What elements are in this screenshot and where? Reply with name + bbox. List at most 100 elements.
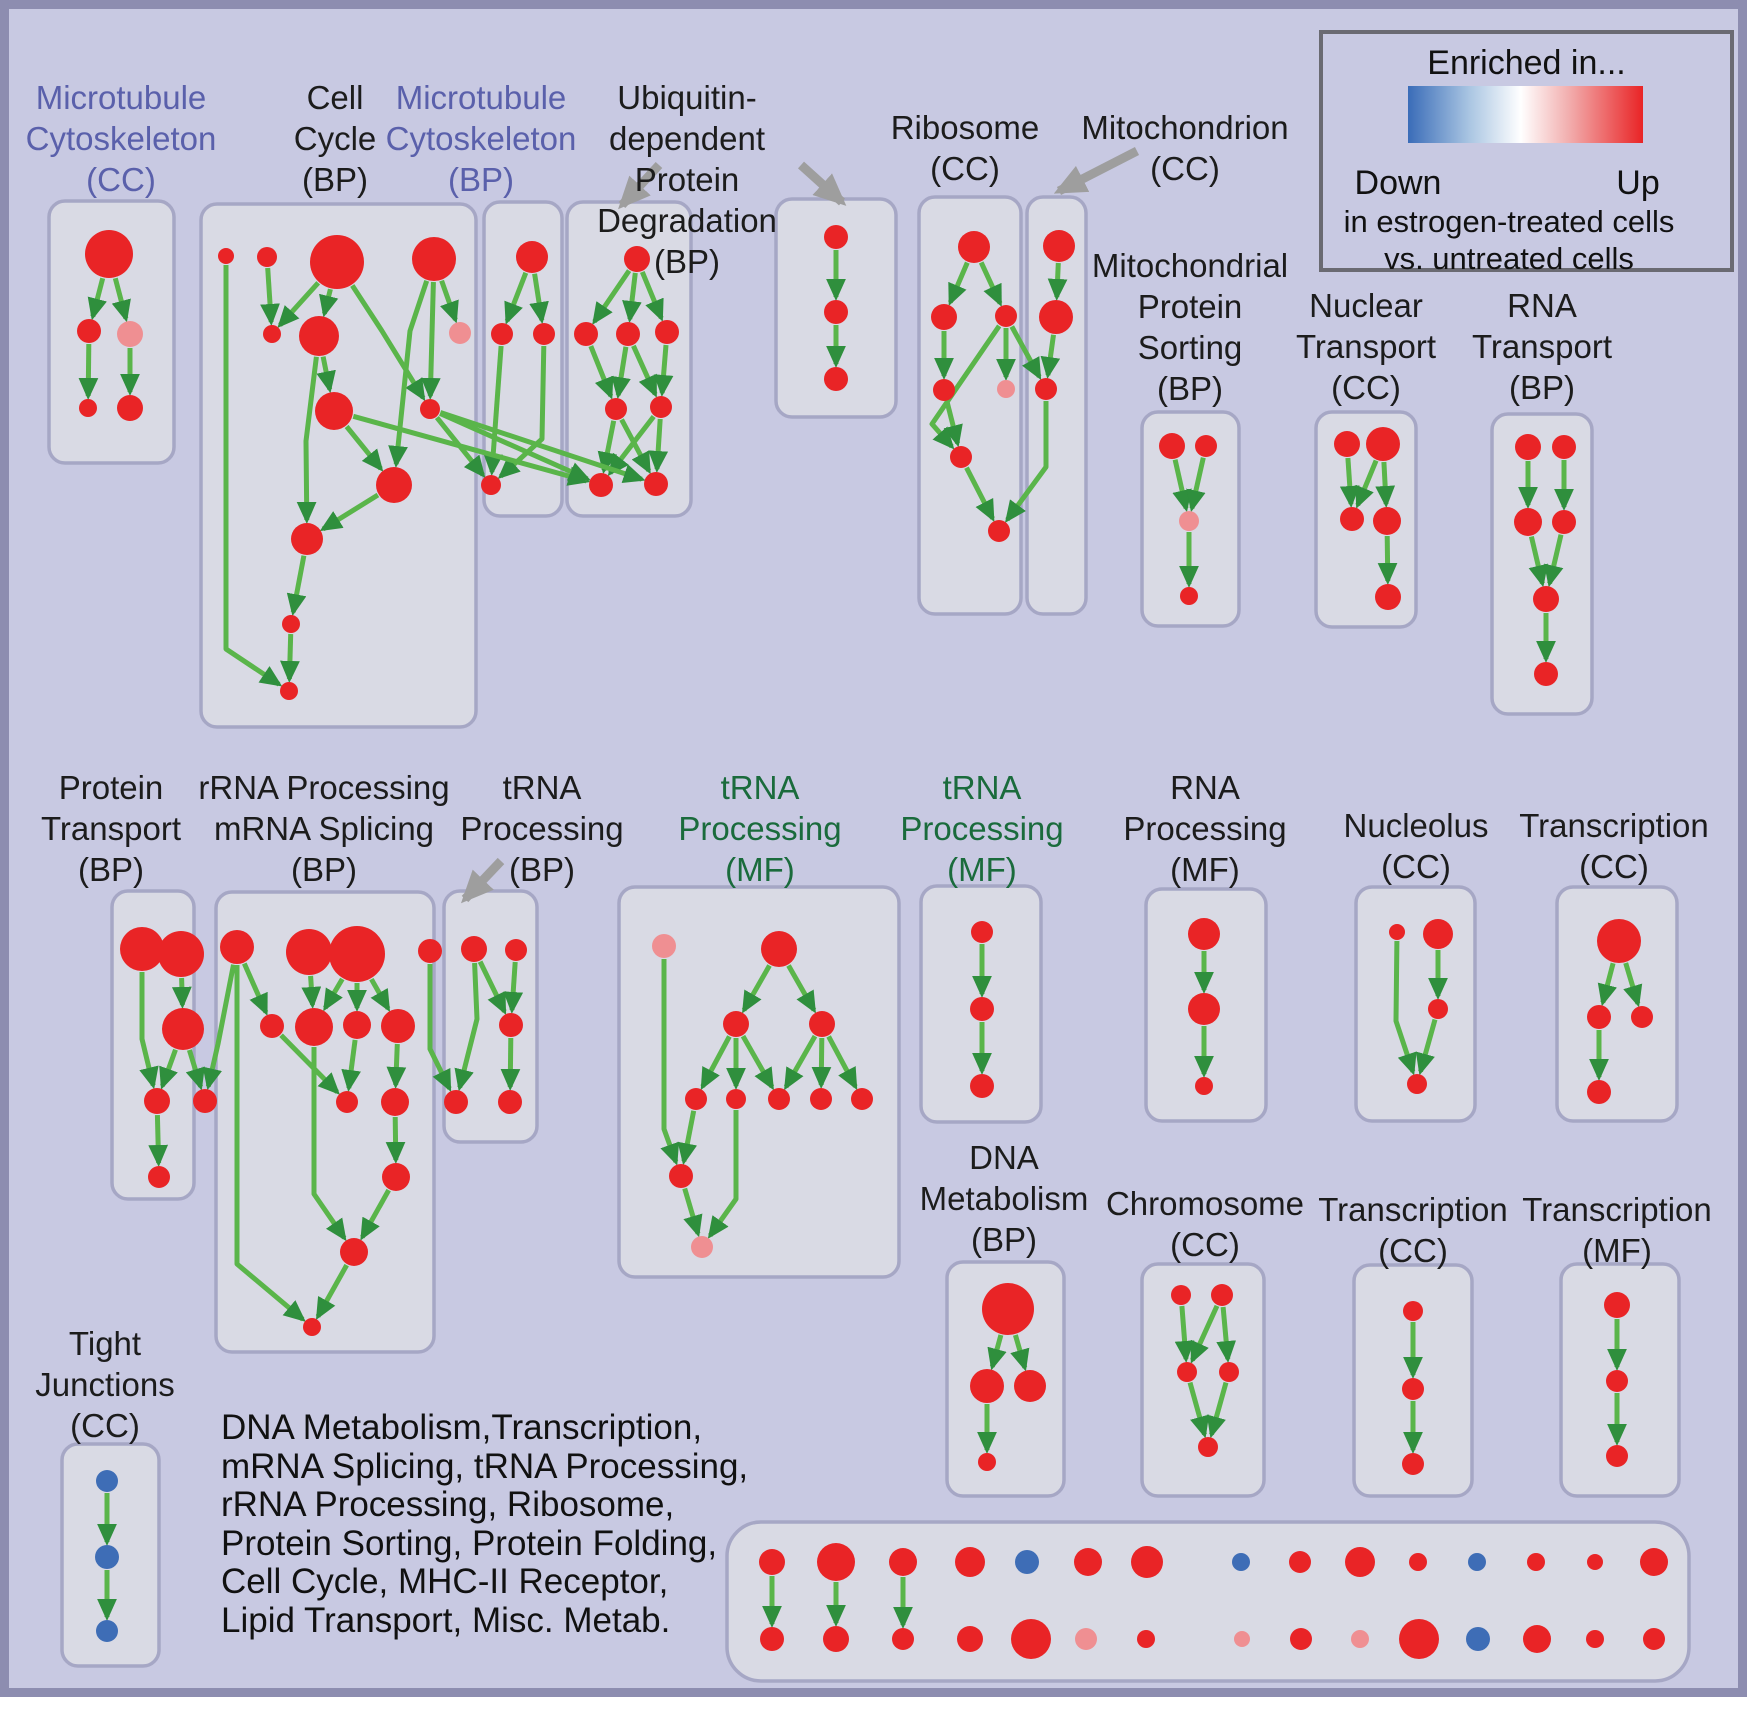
go-term-node [533, 323, 555, 345]
go-term-node [931, 304, 957, 330]
go-term-node [958, 231, 990, 263]
go-term-node [726, 1089, 746, 1109]
go-term-node [1428, 999, 1448, 1019]
go-term-node [824, 300, 848, 324]
edge [964, 466, 995, 523]
go-term-node [343, 1011, 371, 1039]
go-term-node [1137, 1630, 1155, 1648]
edge [700, 1035, 732, 1091]
go-term-node [691, 1236, 713, 1258]
go-term-node [491, 323, 513, 345]
go-term-node [824, 367, 848, 391]
go-term-node [809, 1011, 835, 1037]
edge [978, 261, 1003, 307]
go-term-node [970, 1074, 994, 1098]
go-term-node [280, 682, 298, 700]
go-term-node [978, 1453, 996, 1471]
edge [786, 964, 817, 1014]
edge [639, 270, 664, 322]
edge [223, 265, 283, 687]
go-term-node [1177, 1362, 1197, 1382]
cluster-label-transcription-cc-bot: Transcription (CC) [1318, 1191, 1508, 1269]
go-term-node [329, 926, 385, 982]
go-term-node [418, 939, 442, 963]
go-term-node [824, 225, 848, 249]
go-term-node [412, 237, 456, 281]
edge [301, 975, 322, 1009]
cluster-box-chromosome [1140, 1262, 1266, 1498]
go-term-node [971, 921, 993, 943]
go-term-node [1198, 1437, 1218, 1457]
go-term-node [624, 246, 650, 272]
legend-up-label: Up [1616, 164, 1660, 202]
cluster-label-transcription-mf: Transcription (MF) [1522, 1191, 1712, 1269]
go-term-node [291, 523, 323, 555]
edge [741, 964, 772, 1014]
edge [242, 962, 269, 1016]
edge [660, 959, 680, 1166]
go-term-node [988, 520, 1010, 542]
cluster-box-dna-met [945, 1260, 1066, 1498]
go-term-node [1015, 1550, 1039, 1574]
edge [826, 1035, 858, 1091]
edge [503, 961, 524, 1014]
go-term-node [1399, 1619, 1439, 1659]
go-term-node [1011, 1619, 1051, 1659]
go-term-node [282, 615, 300, 633]
go-term-node [79, 399, 97, 417]
edge [420, 281, 441, 400]
go-term-node [761, 931, 797, 967]
edge [592, 269, 632, 325]
go-term-node [889, 1548, 917, 1576]
nodes [77, 225, 1668, 1659]
edge [185, 1049, 205, 1091]
edge [148, 1114, 169, 1167]
edge [500, 1037, 521, 1091]
edge [286, 555, 307, 617]
edge [319, 288, 339, 318]
edge [316, 356, 336, 394]
cluster-label-ubiquitin: Ubiquitin- dependent Protein Degradation… [597, 79, 777, 280]
enrichment-network-graph [47, 146, 1691, 1683]
go-term-node [1552, 435, 1576, 459]
go-term-node [1643, 1628, 1665, 1650]
go-term-node [1351, 1630, 1369, 1648]
edge [631, 344, 658, 398]
edge [943, 400, 963, 448]
go-term-node [1366, 427, 1400, 461]
legend-context-line1: in estrogen-treated cells [1343, 204, 1675, 239]
go-term-node [995, 305, 1017, 327]
edge [323, 977, 345, 1012]
cluster-label-transcription-cc-mid: Transcription (CC) [1519, 807, 1709, 885]
go-term-node [997, 380, 1015, 398]
go-term-node [260, 1014, 284, 1038]
edge [1544, 534, 1564, 588]
edge [171, 977, 192, 1009]
go-term-node [117, 321, 143, 347]
go-term-node [1340, 507, 1364, 531]
cluster-box-trans-cc-mid [1555, 885, 1679, 1123]
go-term-node [1043, 230, 1075, 262]
go-term-node [574, 322, 598, 346]
edge [1377, 535, 1398, 585]
go-term-node [336, 1091, 358, 1113]
go-term-node [970, 1369, 1004, 1403]
edge [296, 356, 319, 524]
edge [740, 1034, 775, 1091]
go-term-node [218, 248, 234, 264]
go-term-node [1534, 662, 1558, 686]
go-term-node [1195, 435, 1217, 457]
go-term-node [1373, 507, 1401, 535]
go-term-node [982, 1283, 1034, 1335]
go-term-node [1195, 1077, 1213, 1095]
go-term-node [381, 1009, 415, 1043]
go-term-node [669, 1164, 693, 1188]
color-legend: Enriched in... Down Up in estrogen-treat… [1319, 30, 1734, 276]
go-term-node [295, 1008, 333, 1046]
label-pointer-arrow [1053, 146, 1140, 196]
go-term-node [1527, 1553, 1545, 1571]
edge [677, 1110, 698, 1166]
edge [202, 964, 236, 1091]
label-pointer-arrow [797, 161, 847, 206]
edge [311, 1047, 347, 1242]
